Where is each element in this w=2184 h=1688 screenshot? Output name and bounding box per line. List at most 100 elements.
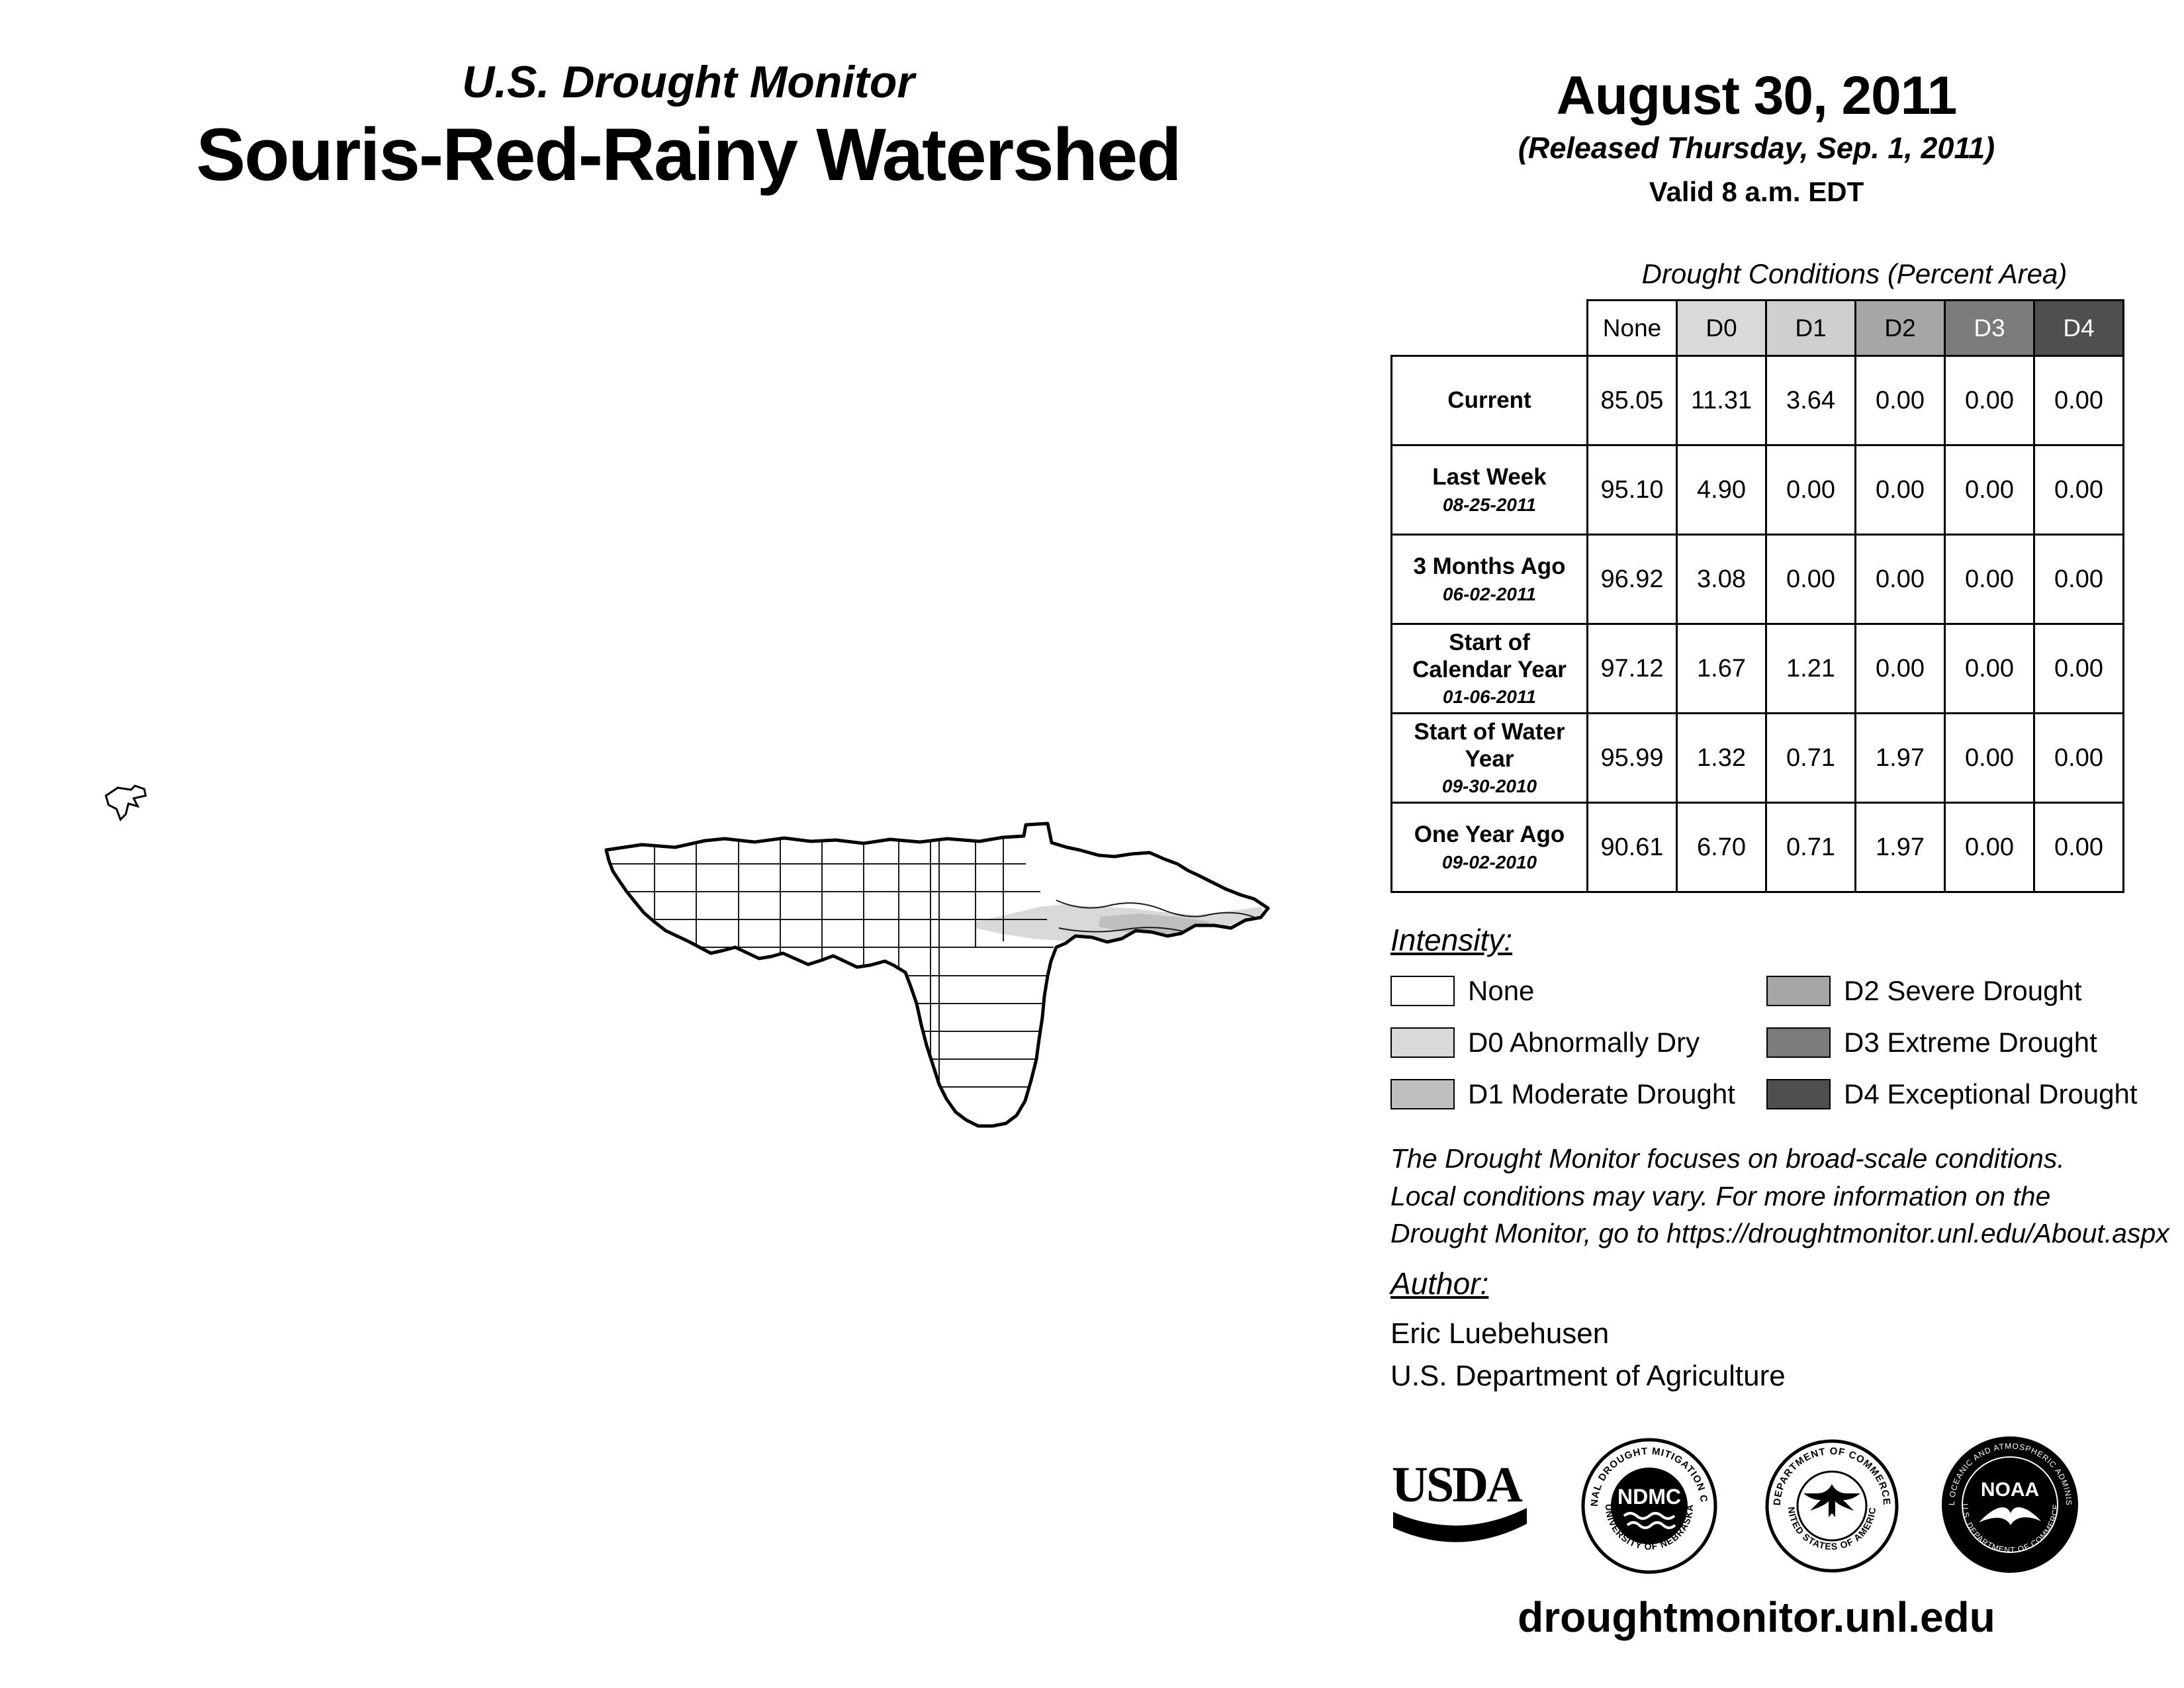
row-label-current: Current <box>1390 355 1588 446</box>
disclaimer-line: Local conditions may vary. For more info… <box>1390 1180 2051 1211</box>
value-cell: 0.00 <box>2033 712 2124 804</box>
value-cell: 85.05 <box>1586 355 1678 446</box>
value-cell: 97.12 <box>1586 623 1678 714</box>
watershed-map <box>105 784 1324 1211</box>
col-header-d0: D0 <box>1676 299 1767 357</box>
valid-time: Valid 8 a.m. EDT <box>1649 176 1864 207</box>
value-cell: 1.21 <box>1765 623 1856 714</box>
value-cell: 3.08 <box>1676 534 1767 625</box>
row-label-date: 09-30-2010 <box>1441 775 1537 796</box>
report-date: August 30, 2011 <box>1556 66 1958 126</box>
row-label-text: Current <box>1447 387 1531 413</box>
table-row-current: Current 85.05 11.31 3.64 0.00 0.00 0.00 <box>1390 355 2124 446</box>
legend-item-d4: D4 Exceptional Drought <box>1766 1068 2138 1120</box>
value-cell: 95.10 <box>1586 444 1678 536</box>
legend-item-d0: D0 Abnormally Dry <box>1390 1017 1766 1068</box>
disclaimer-line: Drought Monitor, go to https://droughtmo… <box>1390 1218 2169 1249</box>
value-cell: 3.64 <box>1765 355 1856 446</box>
d1-shading <box>1099 914 1210 933</box>
logo-row: USDA NATIONAL DROUGHT MITIGATION CENTER … <box>1390 1435 2122 1587</box>
row-label-date: 09-02-2010 <box>1441 851 1537 872</box>
row-label-date: 01-06-2011 <box>1442 686 1537 707</box>
row-label-text: Start of Calendar Year <box>1412 630 1567 682</box>
table-row-3-months-ago: 3 Months Ago 06-02-2011 96.92 3.08 0.00 … <box>1390 534 2124 625</box>
table-row-start-calendar-year: Start of Calendar Year 01-06-2011 97.12 … <box>1390 623 2124 714</box>
table-header-row: None D0 D1 D2 D3 D4 <box>1391 299 2124 357</box>
legend-label: D4 Exceptional Drought <box>1844 1078 2138 1109</box>
noaa-bird-icon <box>1979 1507 2041 1525</box>
none-swatch <box>1390 976 1455 1006</box>
value-cell: 0.00 <box>2033 802 2124 893</box>
value-cell: 11.31 <box>1676 355 1767 446</box>
table-row-last-week: Last Week 08-25-2011 95.10 4.90 0.00 0.0… <box>1390 444 2124 536</box>
value-cell: 0.00 <box>1854 623 1946 714</box>
region-title: Souris-Red-Rainy Watershed <box>196 113 1181 196</box>
author-heading: Author: <box>1390 1266 1489 1301</box>
value-cell: 1.32 <box>1676 712 1767 804</box>
title-block: U.S. Drought Monitor Souris-Red-Rainy Wa… <box>79 56 1297 197</box>
legend-item-none: None <box>1390 965 1766 1017</box>
usda-logo-text: USDA <box>1392 1459 1523 1513</box>
legend-item-d1: D1 Moderate Drought <box>1390 1068 1766 1120</box>
value-cell: 1.67 <box>1676 623 1767 714</box>
value-cell: 0.00 <box>2033 534 2124 625</box>
value-cell: 0.00 <box>1944 534 2035 625</box>
ndmc-waves <box>1623 1512 1676 1529</box>
doc-seal: DEPARTMENT OF COMMERCE UNITED STATES OF … <box>1765 1439 1899 1573</box>
author-name: Eric Luebehusen <box>1390 1317 1610 1350</box>
row-label-date: 08-25-2011 <box>1442 494 1537 515</box>
value-cell: 0.00 <box>2033 623 2124 714</box>
d1-swatch <box>1390 1079 1455 1109</box>
noaa-logo: NATIONAL OCEANIC AND ATMOSPHERIC ADMINIS… <box>1940 1435 2078 1573</box>
row-label-start-water-year: Start of Water Year 09-30-2010 <box>1390 712 1588 804</box>
drought-conditions-table: None D0 D1 D2 D3 D4 Current 85.05 11.31 … <box>1390 299 2124 893</box>
author-organization: U.S. Department of Agriculture <box>1390 1360 1786 1392</box>
d0-swatch <box>1390 1027 1455 1058</box>
legend-label: None <box>1468 975 1535 1006</box>
value-cell: 4.90 <box>1676 444 1767 536</box>
disclaimer: The Drought Monitor focuses on broad-sca… <box>1390 1140 2171 1252</box>
ndmc-center-disc <box>1611 1468 1688 1544</box>
d2-swatch <box>1766 976 1831 1006</box>
value-cell: 1.97 <box>1854 712 1946 804</box>
col-header-d3: D3 <box>1944 299 2035 357</box>
value-cell: 6.70 <box>1676 802 1767 893</box>
value-cell: 0.71 <box>1765 712 1856 804</box>
row-label-text: Last Week <box>1432 464 1547 491</box>
value-cell: 0.00 <box>1944 712 2035 804</box>
noaa-logo-text: NOAA <box>1981 1479 2039 1501</box>
value-cell: 0.00 <box>1765 534 1856 625</box>
table-row-one-year-ago: One Year Ago 09-02-2010 90.61 6.70 0.71 … <box>1390 802 2124 893</box>
col-header-d4: D4 <box>2033 299 2124 357</box>
value-cell: 0.00 <box>1944 355 2035 446</box>
row-label-last-week: Last Week 08-25-2011 <box>1390 444 1588 536</box>
legend-label: D2 Severe Drought <box>1844 975 2082 1006</box>
intensity-legend: None D0 Abnormally Dry D1 Moderate Droug… <box>1390 965 2138 1120</box>
value-cell: 0.00 <box>1944 802 2035 893</box>
program-title: U.S. Drought Monitor <box>462 57 915 107</box>
value-cell: 0.00 <box>1944 444 2035 536</box>
value-cell: 1.97 <box>1854 802 1946 893</box>
row-label-3-months-ago: 3 Months Ago 06-02-2011 <box>1390 534 1588 625</box>
table-row-start-water-year: Start of Water Year 09-30-2010 95.99 1.3… <box>1390 712 2124 804</box>
row-label-date: 06-02-2011 <box>1442 583 1537 604</box>
usda-logo: USDA <box>1392 1459 1527 1542</box>
legend-label: D1 Moderate Drought <box>1468 1078 1735 1109</box>
county-lines <box>606 836 1258 1126</box>
legend-item-d2: D2 Severe Drought <box>1766 965 2138 1017</box>
row-label-text: 3 Months Ago <box>1413 553 1566 580</box>
value-cell: 0.00 <box>1854 444 1946 536</box>
date-block: August 30, 2011 (Released Thursday, Sep.… <box>1390 65 2122 208</box>
row-label-start-calendar-year: Start of Calendar Year 01-06-2011 <box>1390 623 1588 714</box>
table-title: Drought Conditions (Percent Area) <box>1641 258 2068 289</box>
detached-area <box>105 784 147 821</box>
value-cell: 0.00 <box>1765 444 1856 536</box>
row-label-text: Start of Water Year <box>1414 719 1565 772</box>
release-date: (Released Thursday, Sep. 1, 2011) <box>1518 131 1995 165</box>
ndmc-logo-text: NDMC <box>1617 1485 1681 1509</box>
legend-label: D0 Abnormally Dry <box>1468 1027 1700 1058</box>
value-cell: 0.00 <box>2033 444 2124 536</box>
d3-swatch <box>1766 1027 1831 1058</box>
table-corner-cell <box>1391 300 1588 356</box>
disclaimer-line: The Drought Monitor focuses on broad-sca… <box>1390 1143 2065 1174</box>
